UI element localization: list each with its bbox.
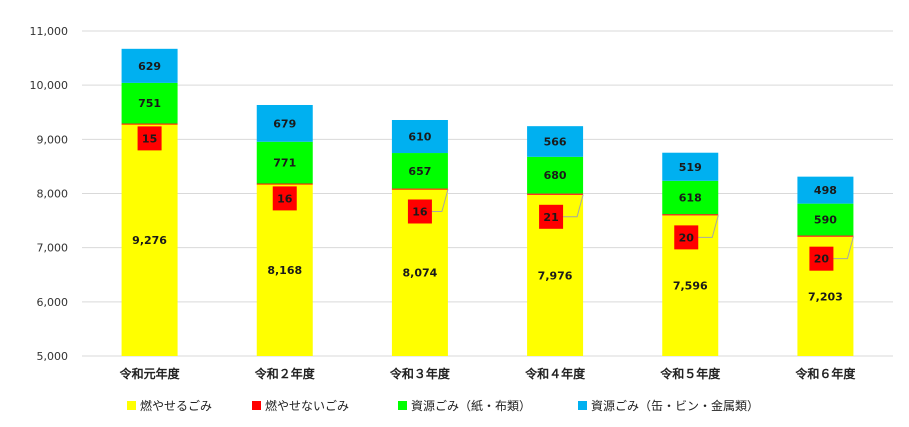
data-label-burnable: 7,976 (538, 269, 573, 282)
x-tick-label: 令和元年度 (119, 366, 181, 381)
data-label-can-bottle-metal: 566 (544, 136, 567, 149)
data-label-can-bottle-metal: 610 (408, 131, 431, 144)
legend: 燃やせるごみ 燃やせないごみ 資源ごみ（紙・布類） 資源ごみ（缶・ビン・金属類） (127, 398, 759, 413)
bar-paper-cloth (527, 156, 584, 194)
bar-can-bottle-metal (121, 48, 178, 83)
bar-paper-cloth (121, 82, 178, 124)
bar-can-bottle-metal (797, 176, 854, 204)
data-label-box-non-burnable (137, 126, 162, 151)
leader-line (698, 215, 719, 238)
legend-label-can-bottle-metal: 資源ごみ（缶・ビン・金属類） (591, 398, 759, 413)
y-tick-label: 5,000 (37, 350, 69, 363)
data-label-box-non-burnable (674, 225, 699, 250)
bar-burnable (256, 184, 313, 356)
data-label-box-non-burnable (272, 186, 297, 211)
data-label-non-burnable: 20 (814, 253, 830, 266)
y-tick-label: 8,000 (37, 188, 69, 201)
x-tick-label: 令和６年度 (794, 366, 856, 381)
data-label-burnable: 9,276 (132, 234, 167, 247)
data-labels: 9,276 751 629 15 8,168 771 679 16 8,074 657 610 16 7… (132, 60, 854, 303)
bar-non-burnable (256, 183, 313, 185)
data-label-box-non-burnable (809, 246, 834, 271)
leader-line (833, 236, 854, 260)
bar-non-burnable (527, 193, 584, 195)
bar-non-burnable (121, 123, 178, 125)
bar-paper-cloth (391, 153, 448, 189)
data-label-non-burnable: 16 (412, 205, 428, 218)
leader-line (431, 189, 449, 212)
bar-burnable (121, 124, 178, 356)
bar-can-bottle-metal (391, 119, 448, 154)
bar-non-burnable (391, 188, 448, 190)
data-label-burnable: 7,596 (673, 280, 708, 293)
x-tick-label: 令和２年度 (254, 366, 316, 381)
bar-paper-cloth (797, 203, 854, 236)
data-label-non-burnable: 20 (679, 231, 695, 244)
leader-line (563, 194, 584, 218)
bar-can-bottle-metal (662, 152, 719, 181)
legend-swatch-burnable (127, 401, 136, 410)
y-axis: 5,000 6,000 7,000 8,000 9,000 10,000 11,000 (30, 25, 69, 363)
data-label-box-non-burnable (407, 199, 432, 224)
y-tick-label: 6,000 (37, 296, 69, 309)
legend-label-paper-cloth: 資源ごみ（紙・布類） (411, 398, 531, 413)
data-label-paper-cloth: 680 (544, 169, 567, 182)
gridlines (82, 30, 893, 357)
data-label-burnable: 8,168 (267, 264, 302, 277)
data-label-paper-cloth: 657 (408, 165, 431, 178)
y-tick-label: 9,000 (37, 133, 69, 146)
legend-swatch-non-burnable (252, 401, 261, 410)
x-axis: 令和元年度 令和２年度 令和３年度 令和４年度 令和５年度 令和６年度 (119, 366, 857, 381)
data-label-paper-cloth: 751 (138, 97, 161, 110)
data-label-can-bottle-metal: 498 (814, 184, 837, 197)
legend-swatch-paper-cloth (398, 401, 407, 410)
bar-non-burnable (662, 214, 719, 216)
data-label-paper-cloth: 590 (814, 214, 837, 227)
y-tick-label: 10,000 (30, 79, 69, 92)
bar-paper-cloth (662, 180, 719, 215)
legend-label-burnable: 燃やせるごみ (140, 398, 212, 413)
data-label-can-bottle-metal: 629 (138, 60, 161, 73)
x-tick-label: 令和３年度 (389, 366, 451, 381)
data-label-paper-cloth: 618 (679, 192, 702, 205)
x-tick-label: 令和５年度 (659, 366, 721, 381)
data-label-non-burnable: 21 (543, 211, 558, 224)
legend-label-non-burnable: 燃やせないごみ (265, 398, 349, 413)
data-label-box-non-burnable (539, 204, 564, 229)
data-label-can-bottle-metal: 679 (273, 117, 296, 130)
bar-paper-cloth (256, 141, 313, 184)
legend-swatch-can-bottle-metal (578, 401, 587, 410)
y-tick-label: 11,000 (30, 25, 69, 38)
y-tick-label: 7,000 (37, 242, 69, 255)
data-label-paper-cloth: 771 (273, 157, 296, 170)
x-tick-label: 令和４年度 (524, 366, 586, 381)
bars (121, 48, 854, 356)
data-label-non-burnable: 16 (277, 192, 293, 205)
data-label-burnable: 8,074 (403, 267, 438, 280)
bar-can-bottle-metal (256, 104, 313, 142)
data-label-non-burnable: 15 (142, 132, 157, 145)
bar-can-bottle-metal (527, 126, 584, 157)
data-label-can-bottle-metal: 519 (679, 161, 702, 174)
data-label-burnable: 7,203 (808, 290, 843, 303)
bar-non-burnable (797, 235, 854, 237)
